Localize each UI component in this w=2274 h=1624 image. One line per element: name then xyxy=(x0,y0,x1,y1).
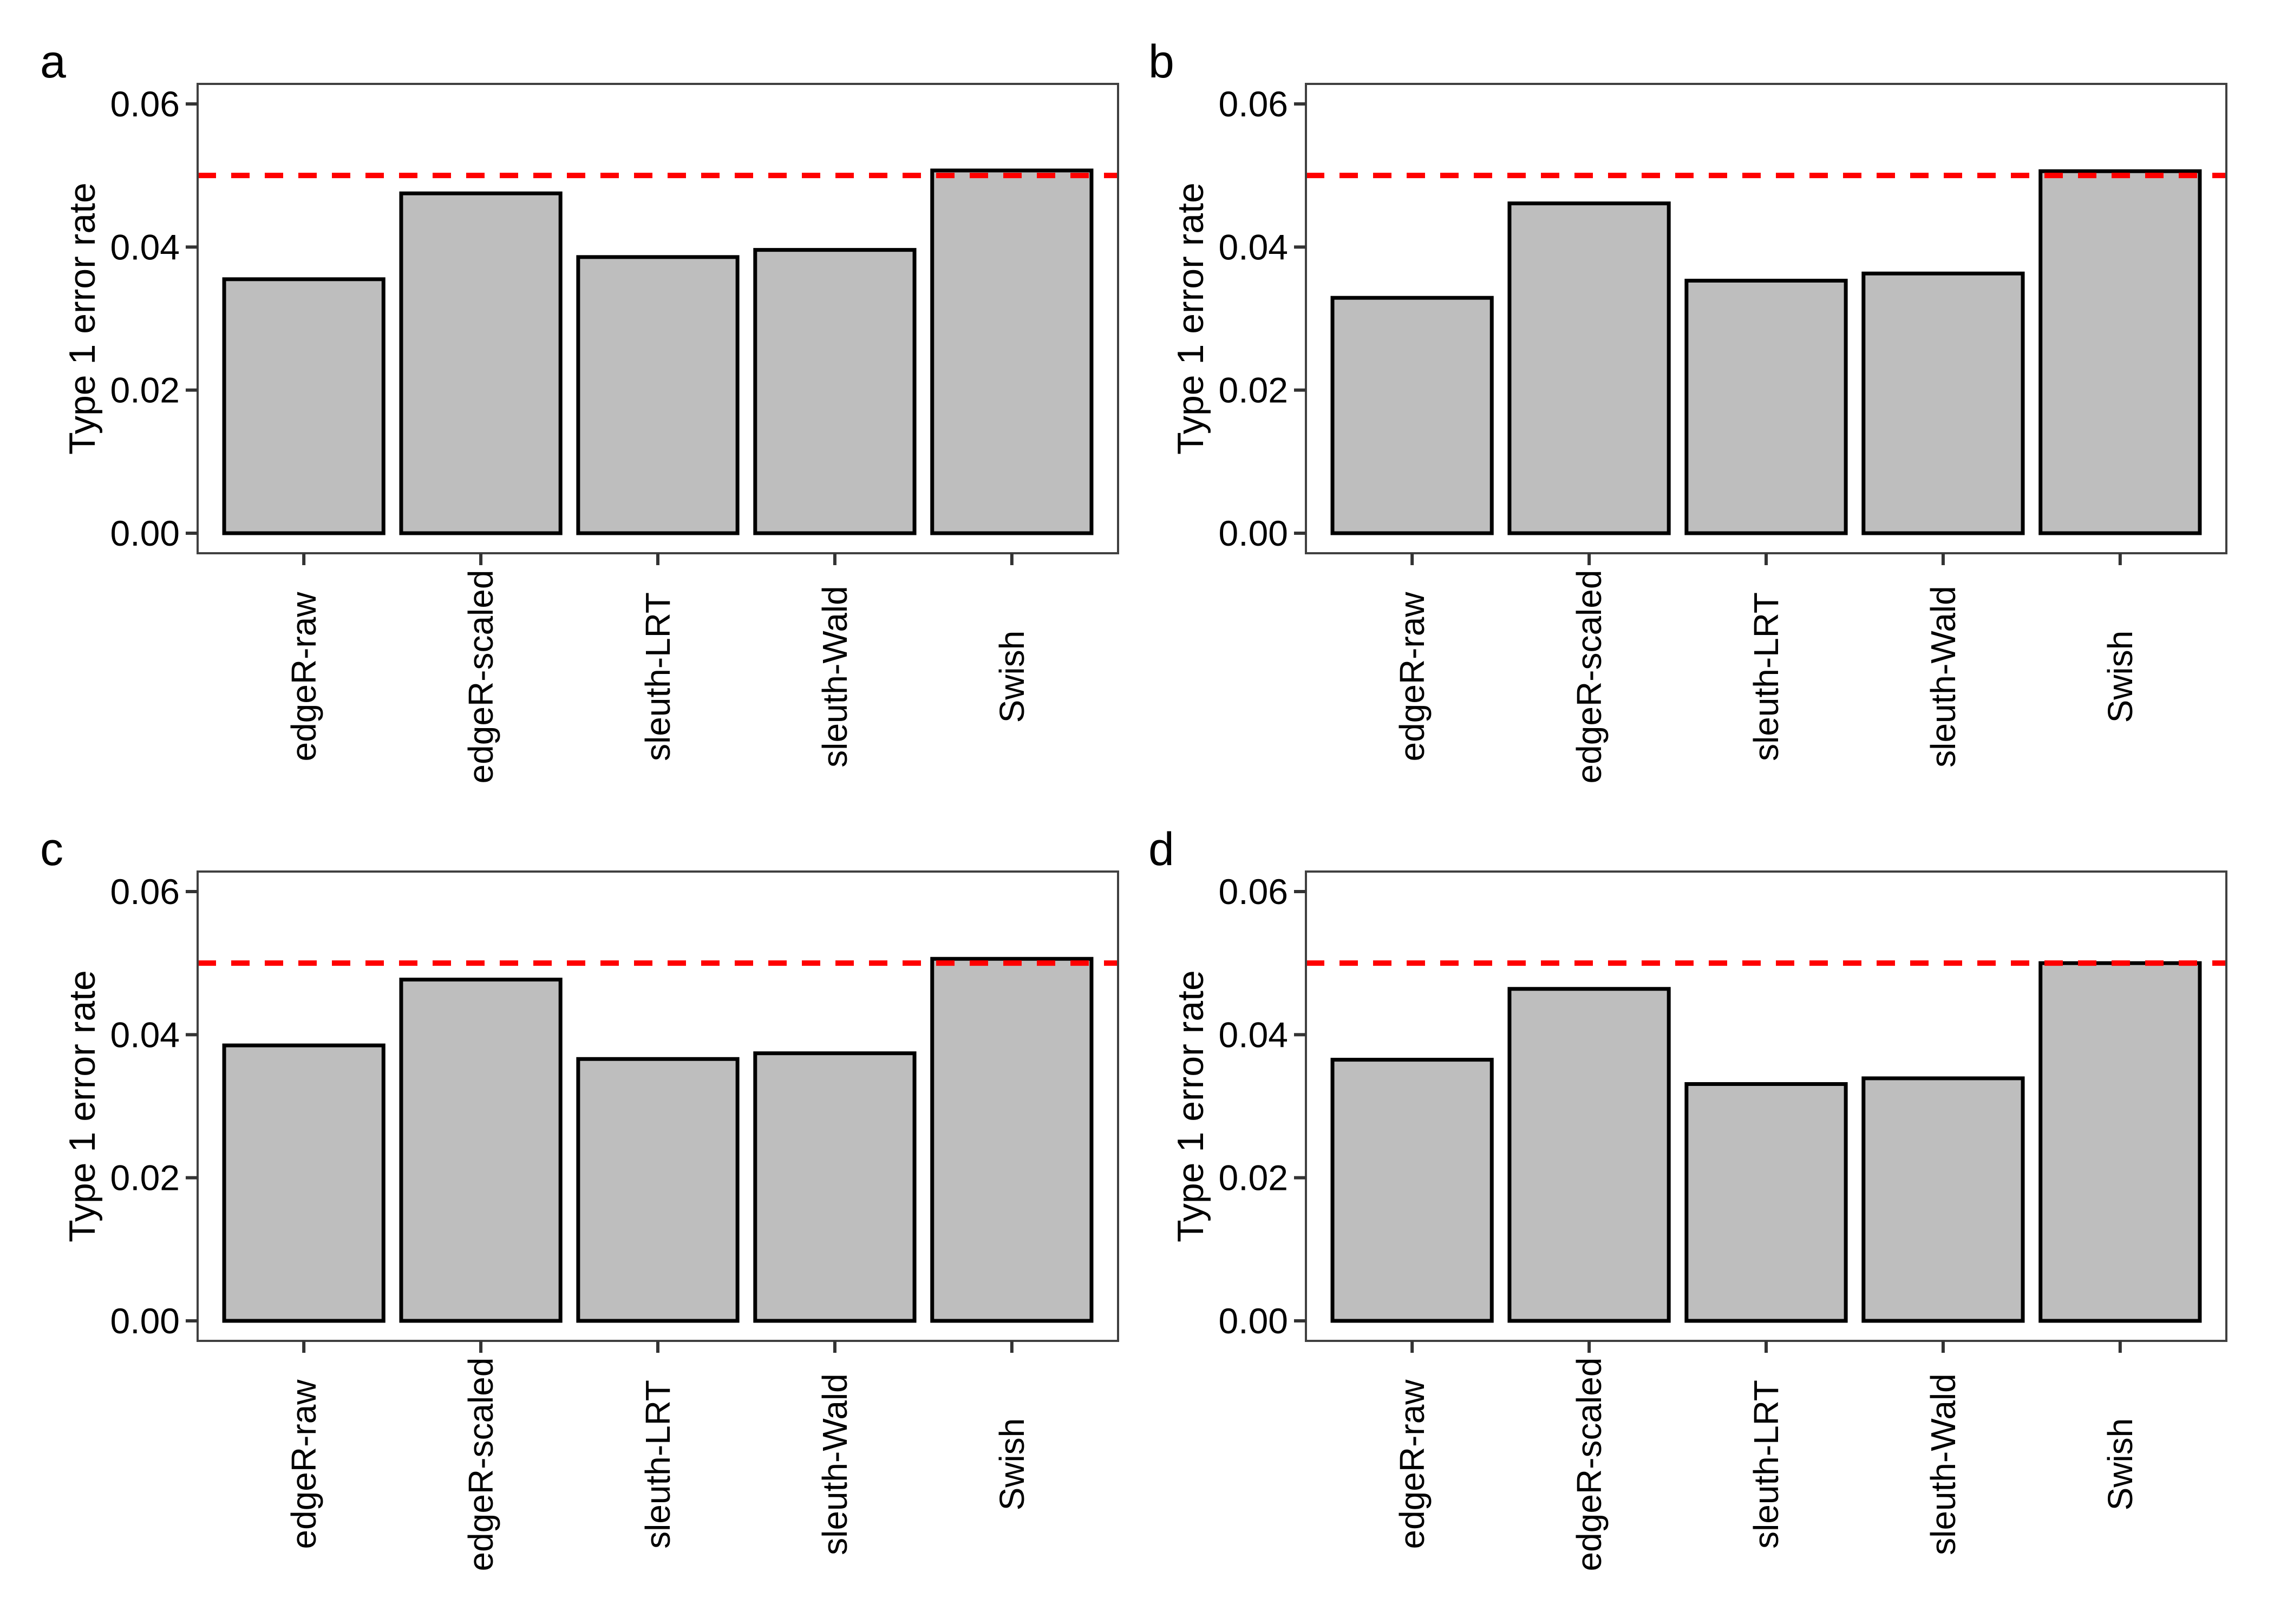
bar-sleuth-LRT xyxy=(576,1057,740,1323)
x-tick-label-edgeR-scaled: edgeR-scaled xyxy=(461,570,500,784)
y-axis-title: Type 1 error rate xyxy=(1170,182,1211,455)
y-axis-title: Type 1 error rate xyxy=(62,970,103,1242)
bar-Swish xyxy=(2038,169,2202,535)
panel-d-chart: 0.00 0.02 0.04 0.06 edgeR-raw edgeR-scaled sle… xyxy=(1170,870,2227,1571)
bar-sleuth-LRT xyxy=(576,255,740,535)
y-tick-label: 0.00 xyxy=(1219,1301,1288,1341)
x-tick-label-edgeR-raw: edgeR-raw xyxy=(1393,1379,1432,1549)
bar-edgeR-raw xyxy=(1330,296,1494,535)
bar-edgeR-scaled xyxy=(399,191,563,535)
panel-d-letter: d xyxy=(1148,823,1174,875)
y-axis-title: Type 1 error rate xyxy=(62,182,103,455)
x-tick-label-Swish: Swish xyxy=(2101,1418,2140,1511)
x-tick-label-Swish: Swish xyxy=(992,1418,1031,1511)
bar-sleuth-Wald xyxy=(753,1051,917,1323)
panel-d: d 0.00 0.02 0.04 0.06 edgeR-raw edgeR-scaled s… xyxy=(1108,788,2245,1600)
bar-Swish xyxy=(930,168,1094,535)
bar-edgeR-scaled xyxy=(1507,987,1671,1323)
bar-edgeR-raw xyxy=(222,1043,385,1323)
y-tick-label: 0.06 xyxy=(110,84,180,124)
x-tick-label-sleuth-Wald: sleuth-Wald xyxy=(1924,586,1963,768)
y-tick-label: 0.06 xyxy=(110,872,180,912)
panel-b-chart: 0.00 0.02 0.04 0.06 edgeR-raw edgeR-scaled sle… xyxy=(1170,83,2227,784)
y-tick-label: 0.04 xyxy=(1219,227,1288,267)
bar-edgeR-raw xyxy=(222,277,385,535)
panel-b: b 0.00 0.02 0.04 0.06 edgeR-raw edgeR-scaled s… xyxy=(1108,0,2245,812)
y-tick-label: 0.04 xyxy=(1219,1014,1288,1055)
bar-sleuth-Wald xyxy=(1861,1076,2025,1323)
y-tick-label: 0.06 xyxy=(1219,84,1288,124)
y-tick-label: 0.00 xyxy=(110,513,180,553)
bar-Swish xyxy=(930,957,1094,1323)
y-tick-label: 0.00 xyxy=(110,1301,180,1341)
bar-Swish xyxy=(2038,961,2202,1323)
panel-c: c 0.00 0.02 0.04 0.06 edgeR-raw edgeR-scaled s… xyxy=(0,788,1137,1600)
y-tick-label: 0.04 xyxy=(110,1014,180,1055)
bar-edgeR-scaled xyxy=(1507,201,1671,535)
x-tick-label-Swish: Swish xyxy=(2101,631,2140,723)
y-tick-label: 0.02 xyxy=(1219,370,1288,410)
panel-c-letter: c xyxy=(40,823,63,875)
x-tick-label-edgeR-raw: edgeR-raw xyxy=(284,592,323,762)
y-tick-label: 0.02 xyxy=(110,370,180,410)
y-tick-label: 0.02 xyxy=(1219,1158,1288,1198)
x-tick-label-edgeR-raw: edgeR-raw xyxy=(1393,592,1432,762)
bar-sleuth-Wald xyxy=(1861,271,2025,535)
panel-b-letter: b xyxy=(1148,36,1174,88)
bar-sleuth-Wald xyxy=(753,248,917,535)
x-tick-label-sleuth-Wald: sleuth-Wald xyxy=(1924,1373,1963,1555)
bar-sleuth-LRT xyxy=(1684,1082,1848,1323)
x-tick-label-edgeR-scaled: edgeR-scaled xyxy=(461,1358,500,1571)
x-tick-label-sleuth-LRT: sleuth-LRT xyxy=(1747,1380,1786,1549)
bar-sleuth-LRT xyxy=(1684,278,1848,535)
panel-a-letter: a xyxy=(40,36,66,88)
x-tick-label-Swish: Swish xyxy=(992,631,1031,723)
x-tick-label-sleuth-Wald: sleuth-Wald xyxy=(815,1373,854,1555)
x-tick-label-sleuth-LRT: sleuth-LRT xyxy=(638,1380,677,1549)
x-tick-label-edgeR-raw: edgeR-raw xyxy=(284,1379,323,1549)
x-tick-label-sleuth-LRT: sleuth-LRT xyxy=(1747,592,1786,761)
x-tick-label-sleuth-Wald: sleuth-Wald xyxy=(815,586,854,768)
x-tick-label-edgeR-scaled: edgeR-scaled xyxy=(1570,1358,1609,1571)
panel-c-chart: 0.00 0.02 0.04 0.06 edgeR-raw edgeR-scaled sle… xyxy=(62,870,1119,1571)
y-axis-title: Type 1 error rate xyxy=(1170,970,1211,1242)
y-tick-label: 0.04 xyxy=(110,227,180,267)
bar-edgeR-raw xyxy=(1330,1058,1494,1323)
panel-a-chart: 0.00 0.02 0.04 0.06 edgeR-raw edgeR-scaled sle… xyxy=(62,83,1119,784)
y-tick-label: 0.02 xyxy=(110,1158,180,1198)
x-tick-label-sleuth-LRT: sleuth-LRT xyxy=(638,592,677,761)
x-tick-label-edgeR-scaled: edgeR-scaled xyxy=(1570,570,1609,784)
bar-edgeR-scaled xyxy=(399,978,563,1323)
panel-a: a 0.00 0.02 0.04 0.06 edgeR-raw edgeR-scaled s… xyxy=(0,0,1137,812)
y-tick-label: 0.06 xyxy=(1219,872,1288,912)
y-tick-label: 0.00 xyxy=(1219,513,1288,553)
